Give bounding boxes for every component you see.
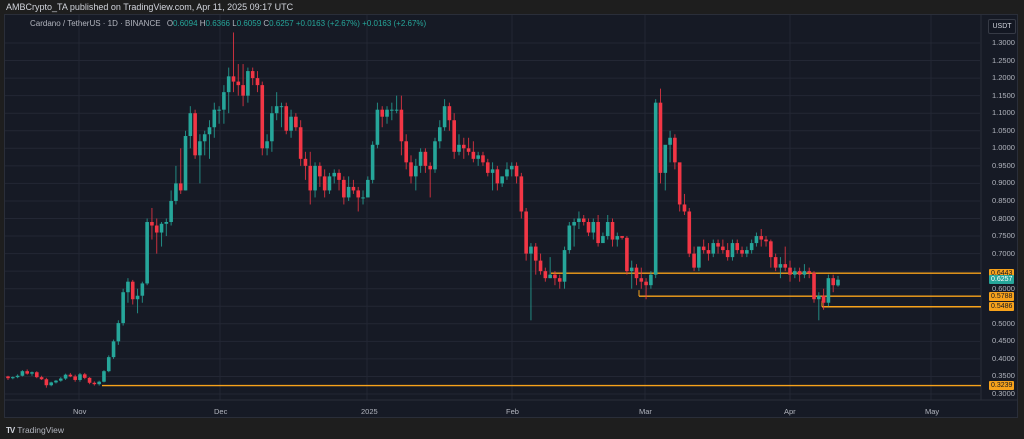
price-axis-label: 0.8000: [992, 213, 1015, 223]
price-axis-label: 0.9000: [992, 178, 1015, 188]
open-value: 0.6094: [173, 19, 198, 28]
symbol-legend: Cardano / TetherUS · 1D · BINANCE O0.609…: [30, 19, 427, 28]
level-price-tag: 0.3239: [989, 381, 1015, 391]
price-axis-label: 0.3500: [992, 371, 1015, 381]
price-axis-label: 0.3000: [992, 389, 1015, 398]
price-axis-label: 1.2000: [992, 73, 1015, 83]
time-axis-label: Mar: [639, 407, 652, 416]
time-axis-label: 2025: [361, 407, 378, 416]
high-value: 0.6366: [205, 19, 230, 28]
close-value: 0.6257: [269, 19, 294, 28]
support-levels: [102, 272, 981, 387]
price-axis-label: 0.4000: [992, 353, 1015, 363]
tradingview-brand-name: TradingView: [17, 425, 65, 435]
tradingview-logo-icon: TV: [6, 425, 15, 435]
change-value-2: +0.0163 (+2.67%): [362, 19, 427, 28]
time-axis-label: Apr: [784, 407, 796, 416]
current-price-tag: 0.6257: [989, 275, 1015, 285]
currency-button[interactable]: USDT: [988, 19, 1016, 34]
price-axis-label: 0.7500: [992, 231, 1015, 241]
chart-grid: [5, 15, 1017, 401]
symbol-name: Cardano / TetherUS · 1D · BINANCE: [30, 19, 161, 28]
time-axis-label: May: [925, 407, 940, 416]
level-price-tag: 0.5486: [989, 302, 1015, 312]
price-axis-label: 1.3000: [992, 38, 1015, 47]
price-axis-label: 1.2500: [992, 55, 1015, 65]
low-value: 0.6059: [236, 19, 262, 28]
price-axis-label: 1.1500: [992, 90, 1015, 100]
price-axis-label: 0.8500: [992, 195, 1015, 205]
tradingview-logo[interactable]: TV TradingView: [6, 425, 64, 435]
price-axis-label: 0.9500: [992, 160, 1015, 170]
level-price-tag: 0.6443: [989, 268, 1015, 278]
candlesticks: [6, 32, 840, 388]
price-axis-label: 0.4500: [992, 336, 1015, 346]
price-axis-label: 1.1000: [992, 108, 1015, 118]
chart-frame: [4, 14, 1018, 418]
price-axis-label: 0.5000: [992, 318, 1015, 328]
price-axis-label: 1.0000: [992, 143, 1015, 153]
level-price-tag: 0.5788: [989, 291, 1015, 301]
time-axis-label: Dec: [214, 407, 228, 416]
change-value: +0.0163 (+2.67%): [295, 19, 360, 28]
time-axis-label: Feb: [506, 407, 519, 416]
time-axis-label: Nov: [73, 407, 87, 416]
price-axis-label: 1.0500: [992, 125, 1015, 135]
price-axis-label: 0.7000: [992, 248, 1015, 258]
price-axis-label: 0.6000: [992, 283, 1015, 293]
publisher-caption: AMBCrypto_TA published on TradingView.co…: [6, 2, 294, 12]
